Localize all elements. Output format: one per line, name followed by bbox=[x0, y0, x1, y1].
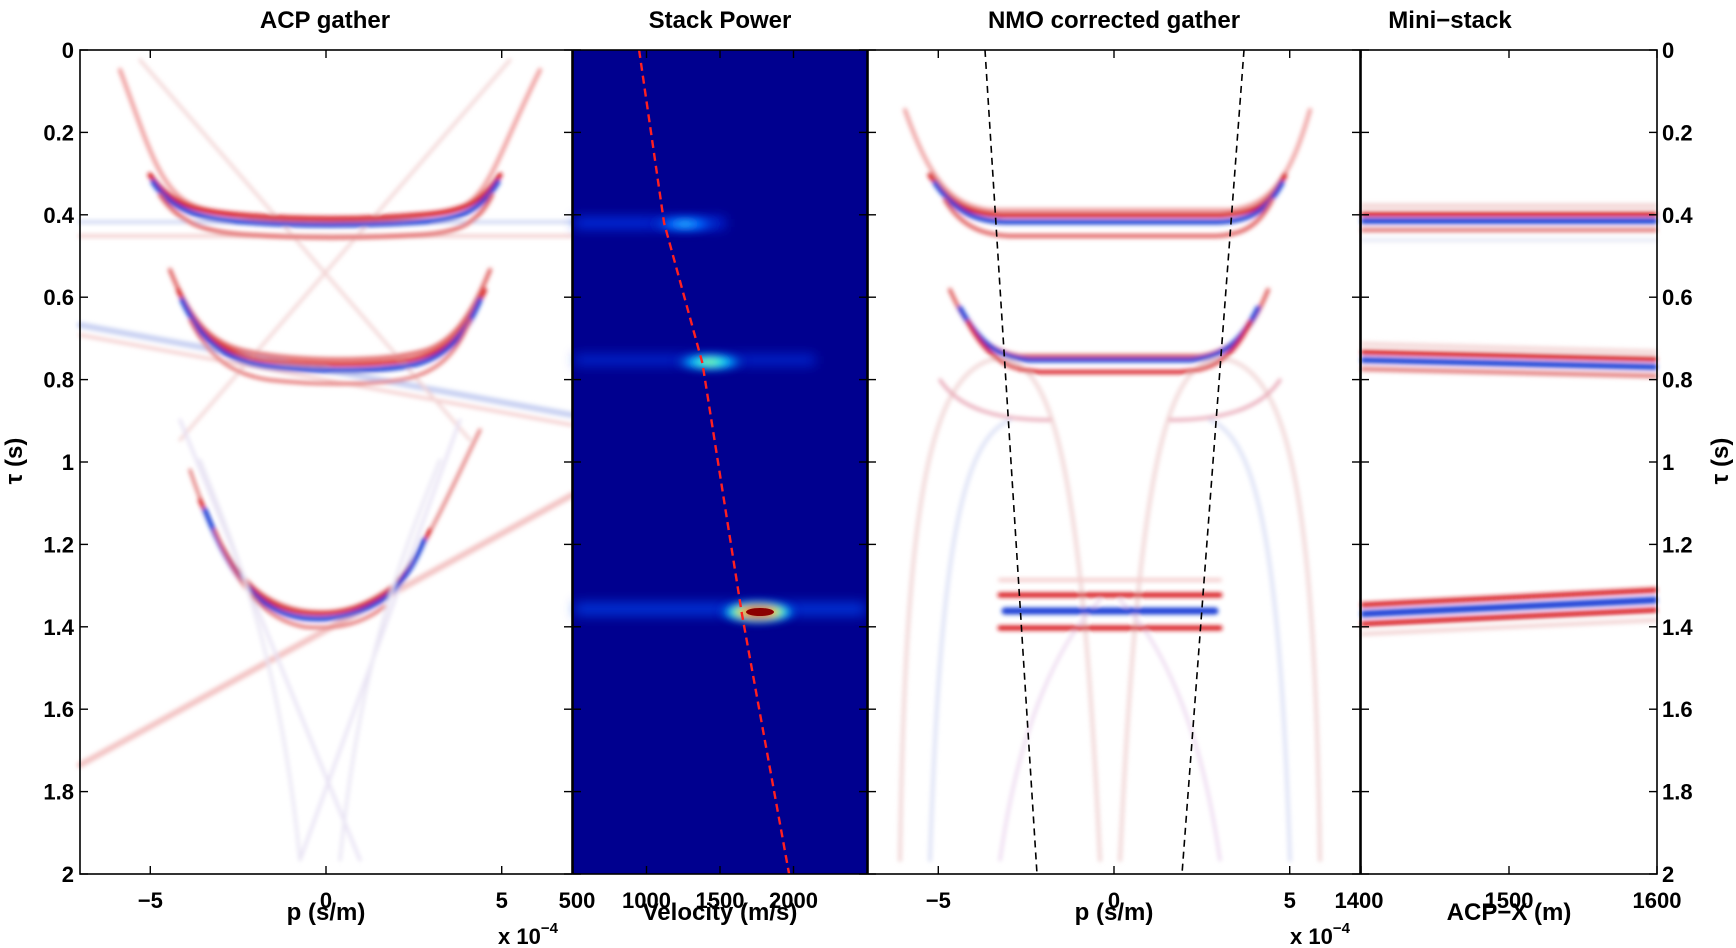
y-axis-label-left: τ (s) bbox=[1, 438, 28, 485]
mini-stack-image bbox=[1360, 50, 1658, 874]
y-tick-label-left: 1.6 bbox=[43, 697, 74, 722]
x-tick-label-stack: 1500 bbox=[696, 888, 745, 913]
y-tick-label-left: 1 bbox=[62, 450, 74, 475]
x-tick-label-stack: 500 bbox=[559, 888, 596, 913]
y-tick-label-right: 0.4 bbox=[1662, 203, 1693, 228]
x-tick-label-stack: 2000 bbox=[769, 888, 818, 913]
x-tick-label-nmo: 0 bbox=[1108, 888, 1120, 913]
x-tick-label-mini: 1400 bbox=[1335, 888, 1384, 913]
x-tick-label-acp: 5 bbox=[496, 888, 508, 913]
y-tick-label-right: 1.8 bbox=[1662, 780, 1693, 805]
x-axis-label-stack: Velocity (m/s) bbox=[643, 899, 798, 926]
x-axis-label-mini: ACP−X (m) bbox=[1447, 899, 1572, 926]
y-tick-label-right: 1.4 bbox=[1662, 615, 1693, 640]
y-tick-label-right: 1.2 bbox=[1662, 532, 1693, 557]
x-tick-label-acp: −5 bbox=[138, 888, 163, 913]
x-axis-label-acp: p (s/m) bbox=[287, 899, 366, 926]
y-tick-label-left: 0 bbox=[62, 38, 74, 63]
y-tick-label-right: 0.6 bbox=[1662, 285, 1693, 310]
x-tick-label-mini: 1600 bbox=[1633, 888, 1682, 913]
panel-title-nmo: NMO corrected gather bbox=[988, 7, 1240, 34]
y-axis-label-right: τ (s) bbox=[1707, 438, 1734, 485]
y-tick-label-right: 2 bbox=[1662, 862, 1674, 887]
y-tick-label-right: 1.6 bbox=[1662, 697, 1693, 722]
y-tick-label-left: 2 bbox=[62, 862, 74, 887]
y-tick-label-left: 0.2 bbox=[43, 120, 74, 145]
nmo-guide-line-left bbox=[984, 49, 1038, 875]
exponent-base-acp: x 10 bbox=[498, 924, 541, 948]
exponent-label-nmo: x 10−4 bbox=[1290, 920, 1351, 948]
nmo-guide-line-right bbox=[1181, 49, 1245, 875]
y-tick-label-left: 0.4 bbox=[43, 203, 74, 228]
x-tick-label-acp: 0 bbox=[320, 888, 332, 913]
y-tick-label-left: 1.2 bbox=[43, 532, 74, 557]
y-tick-label-left: 1.8 bbox=[43, 780, 74, 805]
x-tick-label-nmo: −5 bbox=[926, 888, 951, 913]
exponent-power-acp: −4 bbox=[541, 920, 559, 937]
y-tick-label-right: 0.8 bbox=[1662, 368, 1693, 393]
x-tick-label-nmo: 5 bbox=[1284, 888, 1296, 913]
panel-title-mini: Mini−stack bbox=[1388, 7, 1512, 34]
exponent-power-nmo: −4 bbox=[1333, 920, 1351, 937]
exponent-label-acp: x 10−4 bbox=[498, 920, 559, 948]
x-tick-label-stack: 1000 bbox=[622, 888, 671, 913]
exponent-base-nmo: x 10 bbox=[1290, 924, 1333, 948]
y-tick-label-right: 0 bbox=[1662, 38, 1674, 63]
panel-title-acp: ACP gather bbox=[260, 7, 390, 34]
stack-power-image bbox=[573, 50, 867, 874]
y-tick-label-left: 0.8 bbox=[43, 368, 74, 393]
nmo-gather-image bbox=[868, 49, 1360, 875]
x-tick-label-mini: 1500 bbox=[1485, 888, 1534, 913]
panel-title-stack: Stack Power bbox=[649, 7, 792, 34]
y-tick-label-left: 1.4 bbox=[43, 615, 74, 640]
y-tick-label-right: 0.2 bbox=[1662, 120, 1693, 145]
y-tick-label-right: 1 bbox=[1662, 450, 1674, 475]
x-axis-label-nmo: p (s/m) bbox=[1075, 899, 1154, 926]
y-tick-label-left: 0.6 bbox=[43, 285, 74, 310]
acp-gather-image bbox=[77, 50, 575, 874]
